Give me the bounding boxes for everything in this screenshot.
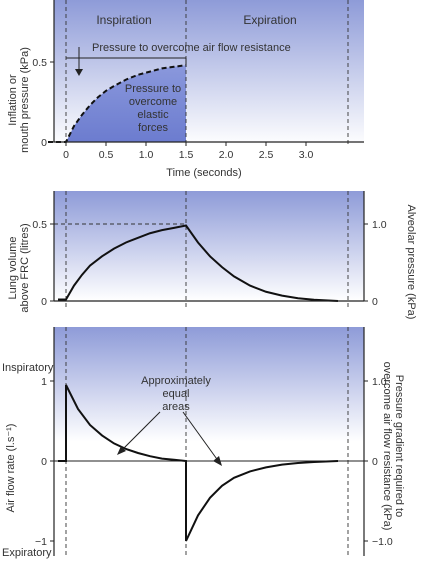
panel2-y-ticks: 00.5 <box>32 219 54 308</box>
equal-areas-arrowhead-right <box>213 456 222 466</box>
y-tick-label: 0 <box>41 137 47 149</box>
panel1-y-ticks: 00.5 <box>32 57 54 149</box>
x-tick-label: 1.5 <box>179 149 194 161</box>
equal-areas-arrowhead-left <box>117 446 126 455</box>
expiration-label: Expiration <box>243 13 296 27</box>
elastic-forces-area <box>66 65 186 142</box>
equal-areas-arrow-left <box>119 411 161 453</box>
panel2-y-axis-label: Lung volumeabove FRC (litres) <box>7 223 31 312</box>
right-tick-label: 0 <box>372 296 378 308</box>
panel2-right-axis-label: Alveolar pressure (kPa) <box>405 205 417 320</box>
x-tick-label: 2.5 <box>259 149 274 161</box>
right-tick-label: 1.0 <box>372 219 387 231</box>
x-tick-label: 0.5 <box>99 149 114 161</box>
panel3-right-ticks: 1.0 0 −1.0 <box>364 376 393 548</box>
panel1-x-axis-label: Time (seconds) <box>166 167 241 179</box>
equal-areas-annotation: Approximately equal areas <box>141 375 211 413</box>
panel3-right-axis-label: Pressure gradient required toovercome ai… <box>381 362 405 531</box>
x-tick-label: 1.0 <box>139 149 154 161</box>
panel1-y-axis-label: Inflation ormouth pressure (kPa) <box>7 47 31 153</box>
lung-volume-curve <box>58 224 339 302</box>
resistance-arrow-head <box>75 69 83 76</box>
equal-areas-arrow-right <box>182 411 220 463</box>
inspiration-label: Inspiration <box>96 13 151 27</box>
x-tick-label: 0 <box>63 149 69 161</box>
pressure-curve <box>48 64 187 143</box>
resistance-annotation: Pressure to overcome air flow resistance <box>92 42 291 54</box>
panel3-background <box>54 327 364 556</box>
y-tick-label: 0.5 <box>32 57 47 69</box>
elastic-annotation: Pressure to overcome elastic forces <box>125 83 181 134</box>
right-tick-label: −1.0 <box>372 536 393 548</box>
panel3-y-axis-label: Air flow rate (l.s⁻¹) <box>5 424 17 513</box>
y-tick-label: 1 <box>41 376 47 388</box>
inspiratory-label: Inspiratory <box>2 362 54 374</box>
panel2-background <box>54 191 364 301</box>
y-tick-label: 0 <box>41 296 47 308</box>
right-tick-label: 1.0 <box>372 376 387 388</box>
right-tick-label: 0 <box>372 456 378 468</box>
panel1-x-ticks: 0 0.5 1.0 1.5 2.0 2.5 3.0 <box>63 142 313 161</box>
y-tick-label: −1 <box>35 536 47 548</box>
y-tick-label: 0.5 <box>32 219 47 231</box>
panel3-y-ticks: 1 0 −1 <box>35 376 54 548</box>
y-tick-label: 0 <box>41 456 47 468</box>
panel2-right-ticks: 01.0 <box>364 219 387 308</box>
air-flow-curve <box>58 384 339 542</box>
expiratory-label: Expiratory <box>2 547 52 559</box>
x-tick-label: 3.0 <box>299 149 314 161</box>
x-tick-label: 2.0 <box>219 149 234 161</box>
